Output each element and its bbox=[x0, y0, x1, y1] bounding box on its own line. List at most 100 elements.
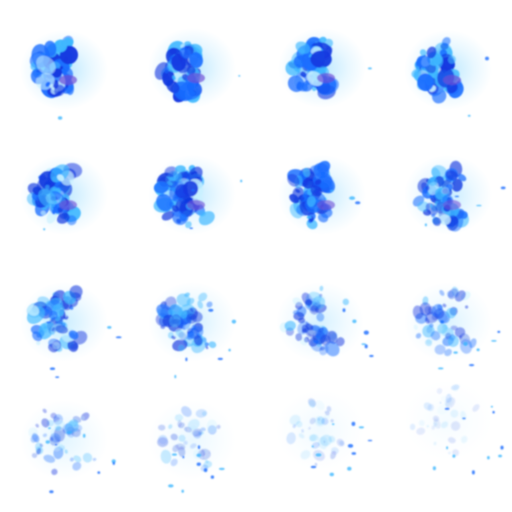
flame-wisp bbox=[314, 462, 318, 466]
flame-spark bbox=[361, 343, 366, 345]
flame-body bbox=[28, 408, 116, 494]
flame-wisp bbox=[184, 41, 192, 47]
flame-icon bbox=[20, 30, 108, 120]
flame-wisp bbox=[413, 324, 418, 330]
flame-wisp bbox=[42, 433, 47, 438]
flame-wisp bbox=[57, 174, 65, 182]
flame-spark bbox=[355, 201, 361, 205]
flame-wisp bbox=[460, 338, 473, 354]
flame-spark bbox=[369, 354, 374, 358]
flame-wisp bbox=[425, 185, 430, 191]
flame-wisp bbox=[180, 310, 188, 319]
flame-wisp bbox=[448, 451, 451, 455]
flame-wisp bbox=[446, 307, 457, 319]
flame-wisp bbox=[31, 452, 38, 459]
flame-wisp bbox=[441, 37, 451, 47]
flame-wisp bbox=[153, 181, 169, 194]
flame-wisp bbox=[69, 285, 83, 299]
flame-spark bbox=[351, 452, 357, 455]
flame-wisp bbox=[298, 48, 306, 55]
flame-wisp bbox=[430, 330, 441, 341]
flame-wisp bbox=[176, 293, 191, 307]
flame-body bbox=[26, 162, 83, 231]
flame-spark bbox=[112, 461, 116, 465]
flame-wisp bbox=[292, 297, 303, 306]
flame-wisp bbox=[188, 90, 196, 96]
flame-wisp bbox=[167, 181, 173, 186]
flame-wisp bbox=[301, 429, 304, 433]
flame-wisp bbox=[299, 196, 305, 201]
flame-wisp bbox=[67, 340, 79, 352]
flame-spark bbox=[352, 319, 357, 324]
flame-wisp bbox=[53, 39, 68, 53]
flame-spark bbox=[49, 367, 56, 370]
flame-wisp bbox=[32, 331, 43, 342]
flame-spark bbox=[367, 67, 372, 70]
flame-frame-14 bbox=[128, 384, 256, 512]
flame-spark bbox=[432, 466, 436, 471]
flame-spark bbox=[55, 376, 60, 378]
flame-frame-11 bbox=[256, 256, 384, 384]
flame-wisp bbox=[450, 325, 458, 331]
flame-wisp bbox=[319, 285, 324, 292]
flame-wisp bbox=[302, 178, 314, 189]
flame-wisp bbox=[436, 388, 443, 394]
flame-spark bbox=[191, 189, 195, 192]
flame-wisp bbox=[161, 210, 175, 221]
flame-spark bbox=[182, 456, 185, 459]
flame-wisp bbox=[206, 301, 213, 308]
flame-wisp bbox=[441, 187, 450, 195]
flame-spark bbox=[43, 228, 46, 231]
flame-wisp bbox=[45, 81, 51, 87]
flame-wisp bbox=[41, 418, 50, 428]
flame-wisp bbox=[454, 307, 458, 311]
flame-spark bbox=[463, 341, 468, 346]
flame-spark bbox=[498, 454, 503, 458]
flame-wisp bbox=[308, 427, 311, 430]
flame-wisp bbox=[190, 308, 194, 313]
flame-wisp bbox=[178, 446, 186, 457]
flame-wisp bbox=[305, 299, 313, 306]
flame-wisp bbox=[431, 425, 436, 430]
flame-wisp bbox=[306, 195, 316, 207]
flame-spark bbox=[446, 446, 449, 450]
flame-wisp bbox=[427, 403, 435, 412]
flame-wisp bbox=[451, 178, 463, 192]
flame-wisp bbox=[168, 424, 173, 430]
flame-icon bbox=[148, 28, 241, 108]
flame-spark bbox=[358, 426, 365, 429]
flame-wisp bbox=[80, 416, 85, 420]
flame-wisp bbox=[299, 337, 308, 346]
flame-wisp bbox=[50, 412, 57, 419]
flame-spark bbox=[310, 465, 317, 469]
flame-spark bbox=[210, 475, 215, 479]
flame-spark bbox=[208, 308, 214, 312]
flame-wisp bbox=[63, 56, 69, 62]
flame-wisp bbox=[51, 209, 56, 215]
flame-wisp bbox=[35, 73, 55, 90]
flame-wisp bbox=[295, 420, 303, 428]
flame-spark bbox=[115, 336, 122, 339]
flame-wisp bbox=[36, 340, 41, 346]
flame-wisp bbox=[460, 435, 468, 444]
flame-frame-3 bbox=[256, 0, 384, 128]
flame-wisp bbox=[309, 434, 317, 442]
flame-wisp bbox=[417, 73, 434, 92]
flame-wisp bbox=[64, 449, 68, 454]
flame-wisp bbox=[460, 211, 468, 219]
flame-wisp bbox=[190, 443, 197, 449]
flame-icon bbox=[148, 155, 243, 235]
flame-wisp bbox=[30, 434, 38, 443]
flame-spark bbox=[196, 453, 202, 458]
flame-wisp bbox=[439, 214, 451, 226]
flame-wisp bbox=[437, 323, 448, 334]
flame-wisp bbox=[310, 50, 332, 68]
flame-wisp bbox=[310, 185, 323, 197]
flame-spark bbox=[97, 471, 101, 474]
flame-body bbox=[285, 36, 372, 100]
flame-spark bbox=[231, 319, 237, 324]
flame-wisp bbox=[455, 290, 466, 302]
flame-spark bbox=[490, 405, 493, 408]
flame-wisp bbox=[326, 406, 332, 412]
flame-spark bbox=[111, 459, 116, 464]
